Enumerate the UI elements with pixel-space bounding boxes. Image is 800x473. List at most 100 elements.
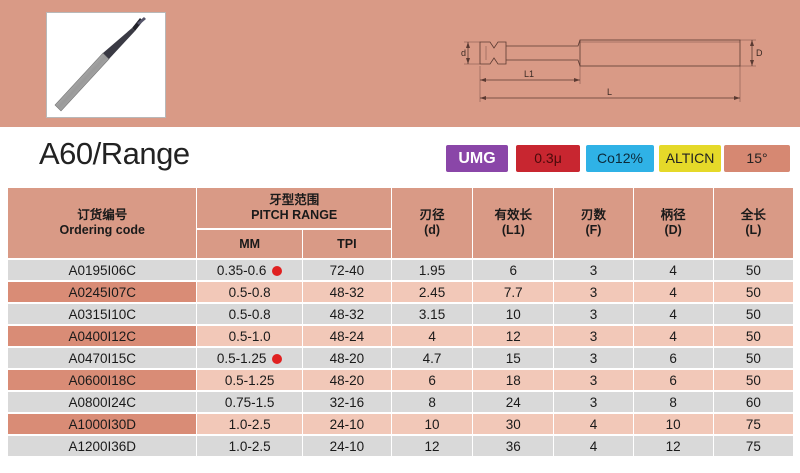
table-row: A0400I12C 0.5-1.0 48-24 4 12 3 4 50 (8, 326, 793, 346)
cell-l1: 30 (473, 414, 554, 434)
cell-l: 75 (713, 436, 793, 456)
cell-shank: 6 (633, 370, 713, 390)
table-row: A0245I07C 0.5-0.8 48-32 2.45 7.7 3 4 50 (8, 282, 793, 302)
header-tpi: TPI (302, 230, 391, 258)
cell-d: 10 (391, 414, 473, 434)
cell-d: 4 (391, 326, 473, 346)
header-d-en: (d) (424, 223, 441, 237)
header-pitch-en: PITCH RANGE (251, 208, 338, 222)
cell-shank: 4 (633, 304, 713, 324)
cell-l: 50 (713, 260, 793, 280)
badge-grain-size: 0.3μ (516, 145, 580, 172)
cell-tpi: 24-10 (302, 414, 391, 434)
table-row: A1000I30D 1.0-2.5 24-10 10 30 4 10 75 (8, 414, 793, 434)
header-pitch-range: 牙型范围 PITCH RANGE (197, 188, 391, 228)
cell-l: 50 (713, 304, 793, 324)
cell-code: A0600I18C (8, 370, 197, 390)
cell-l1: 15 (473, 348, 554, 368)
cell-mm: 0.5-0.8 (197, 304, 302, 324)
cell-shank: 6 (633, 348, 713, 368)
cell-l1: 6 (473, 260, 554, 280)
table-row: A0315I10C 0.5-0.8 48-32 3.15 10 3 4 50 (8, 304, 793, 324)
cell-mm: 0.35-0.6 (197, 260, 302, 280)
header-code-cn: 订货编号 (77, 208, 128, 222)
cell-shank: 12 (633, 436, 713, 456)
cell-code: A0800I24C (8, 392, 197, 412)
cell-code: A1000I30D (8, 414, 197, 434)
cell-code: A0195I06C (8, 260, 197, 280)
product-title: A60/Range (39, 136, 190, 171)
table-row: A1200I36D 1.0-2.5 24-10 12 36 4 12 75 (8, 436, 793, 456)
header-l-cn: 全长 (740, 208, 766, 222)
thread-mill-tool-photo-icon (54, 17, 146, 112)
header-l-en: (L) (745, 223, 762, 237)
cell-d: 4.7 (391, 348, 473, 368)
cell-l1: 7.7 (473, 282, 554, 302)
cell-shank: 4 (633, 260, 713, 280)
cell-mm: 1.0-2.5 (197, 436, 302, 456)
header-cutting-diameter: 刃径 (d) (391, 188, 473, 258)
badge-substrate: UMG (446, 145, 508, 172)
cell-l: 50 (713, 326, 793, 346)
cell-shank: 8 (633, 392, 713, 412)
header-ordering-code: 订货编号 Ordering code (8, 188, 197, 258)
cell-tpi: 32-16 (302, 392, 391, 412)
tool-dimension-drawing-icon: d D L1 L (461, 39, 763, 102)
cell-tpi: 48-24 (302, 326, 391, 346)
header-flutes: 刃数 (F) (554, 188, 633, 258)
header-d-cn: 刃径 (419, 208, 445, 222)
tool-photo (46, 12, 166, 118)
drawing-label-d: d (461, 48, 466, 58)
cell-mm: 1.0-2.5 (197, 414, 302, 434)
header-effective-length: 有效长 (L1) (473, 188, 554, 258)
cell-f: 3 (554, 392, 633, 412)
cell-d: 3.15 (391, 304, 473, 324)
drawing-label-L: L (607, 87, 612, 97)
header-shank-diameter: 柄径 (D) (633, 188, 713, 258)
cell-l1: 10 (473, 304, 554, 324)
red-dot-icon (272, 353, 283, 364)
cell-l: 50 (713, 370, 793, 390)
cell-f: 3 (554, 326, 633, 346)
cell-mm-text: 0.35-0.6 (216, 262, 267, 278)
cell-tpi: 48-20 (302, 348, 391, 368)
header-mm: MM (197, 230, 302, 258)
cell-d: 2.45 (391, 282, 473, 302)
drawing-label-D: D (756, 48, 763, 58)
cell-mm: 0.5-0.8 (197, 282, 302, 302)
product-banner: d D L1 L (0, 0, 800, 127)
cell-mm: 0.5-1.25 (197, 370, 302, 390)
cell-code: A0470I15C (8, 348, 197, 368)
cell-tpi: 48-20 (302, 370, 391, 390)
header-f-cn: 刃数 (580, 208, 606, 222)
cell-d: 6 (391, 370, 473, 390)
cell-shank: 10 (633, 414, 713, 434)
cell-code: A0400I12C (8, 326, 197, 346)
cell-f: 3 (554, 282, 633, 302)
header-l1-cn: 有效长 (494, 208, 533, 222)
red-dot-icon (272, 265, 283, 276)
cell-l1: 18 (473, 370, 554, 390)
spec-table: 订货编号 Ordering code 牙型范围 PITCH RANGE 刃径 (… (7, 186, 794, 458)
cell-mm: 0.5-1.25 (197, 348, 302, 368)
cell-f: 3 (554, 370, 633, 390)
drawing-label-L1: L1 (524, 69, 534, 79)
cell-d: 1.95 (391, 260, 473, 280)
cell-code: A0245I07C (8, 282, 197, 302)
cell-code: A0315I10C (8, 304, 197, 324)
cell-l1: 36 (473, 436, 554, 456)
cell-tpi: 24-10 (302, 436, 391, 456)
cell-shank: 4 (633, 282, 713, 302)
cell-l: 75 (713, 414, 793, 434)
table-row: A0800I24C 0.75-1.5 32-16 8 24 3 8 60 (8, 392, 793, 412)
cell-code: A1200I36D (8, 436, 197, 456)
cell-f: 3 (554, 304, 633, 324)
cell-l: 60 (713, 392, 793, 412)
cell-shank: 4 (633, 326, 713, 346)
table-row: A0470I15C 0.5-1.25 48-20 4.7 15 3 6 50 (8, 348, 793, 368)
header-l1-en: (L1) (501, 223, 525, 237)
cell-mm: 0.5-1.0 (197, 326, 302, 346)
cell-f: 4 (554, 436, 633, 456)
cell-tpi: 72-40 (302, 260, 391, 280)
cell-d: 12 (391, 436, 473, 456)
